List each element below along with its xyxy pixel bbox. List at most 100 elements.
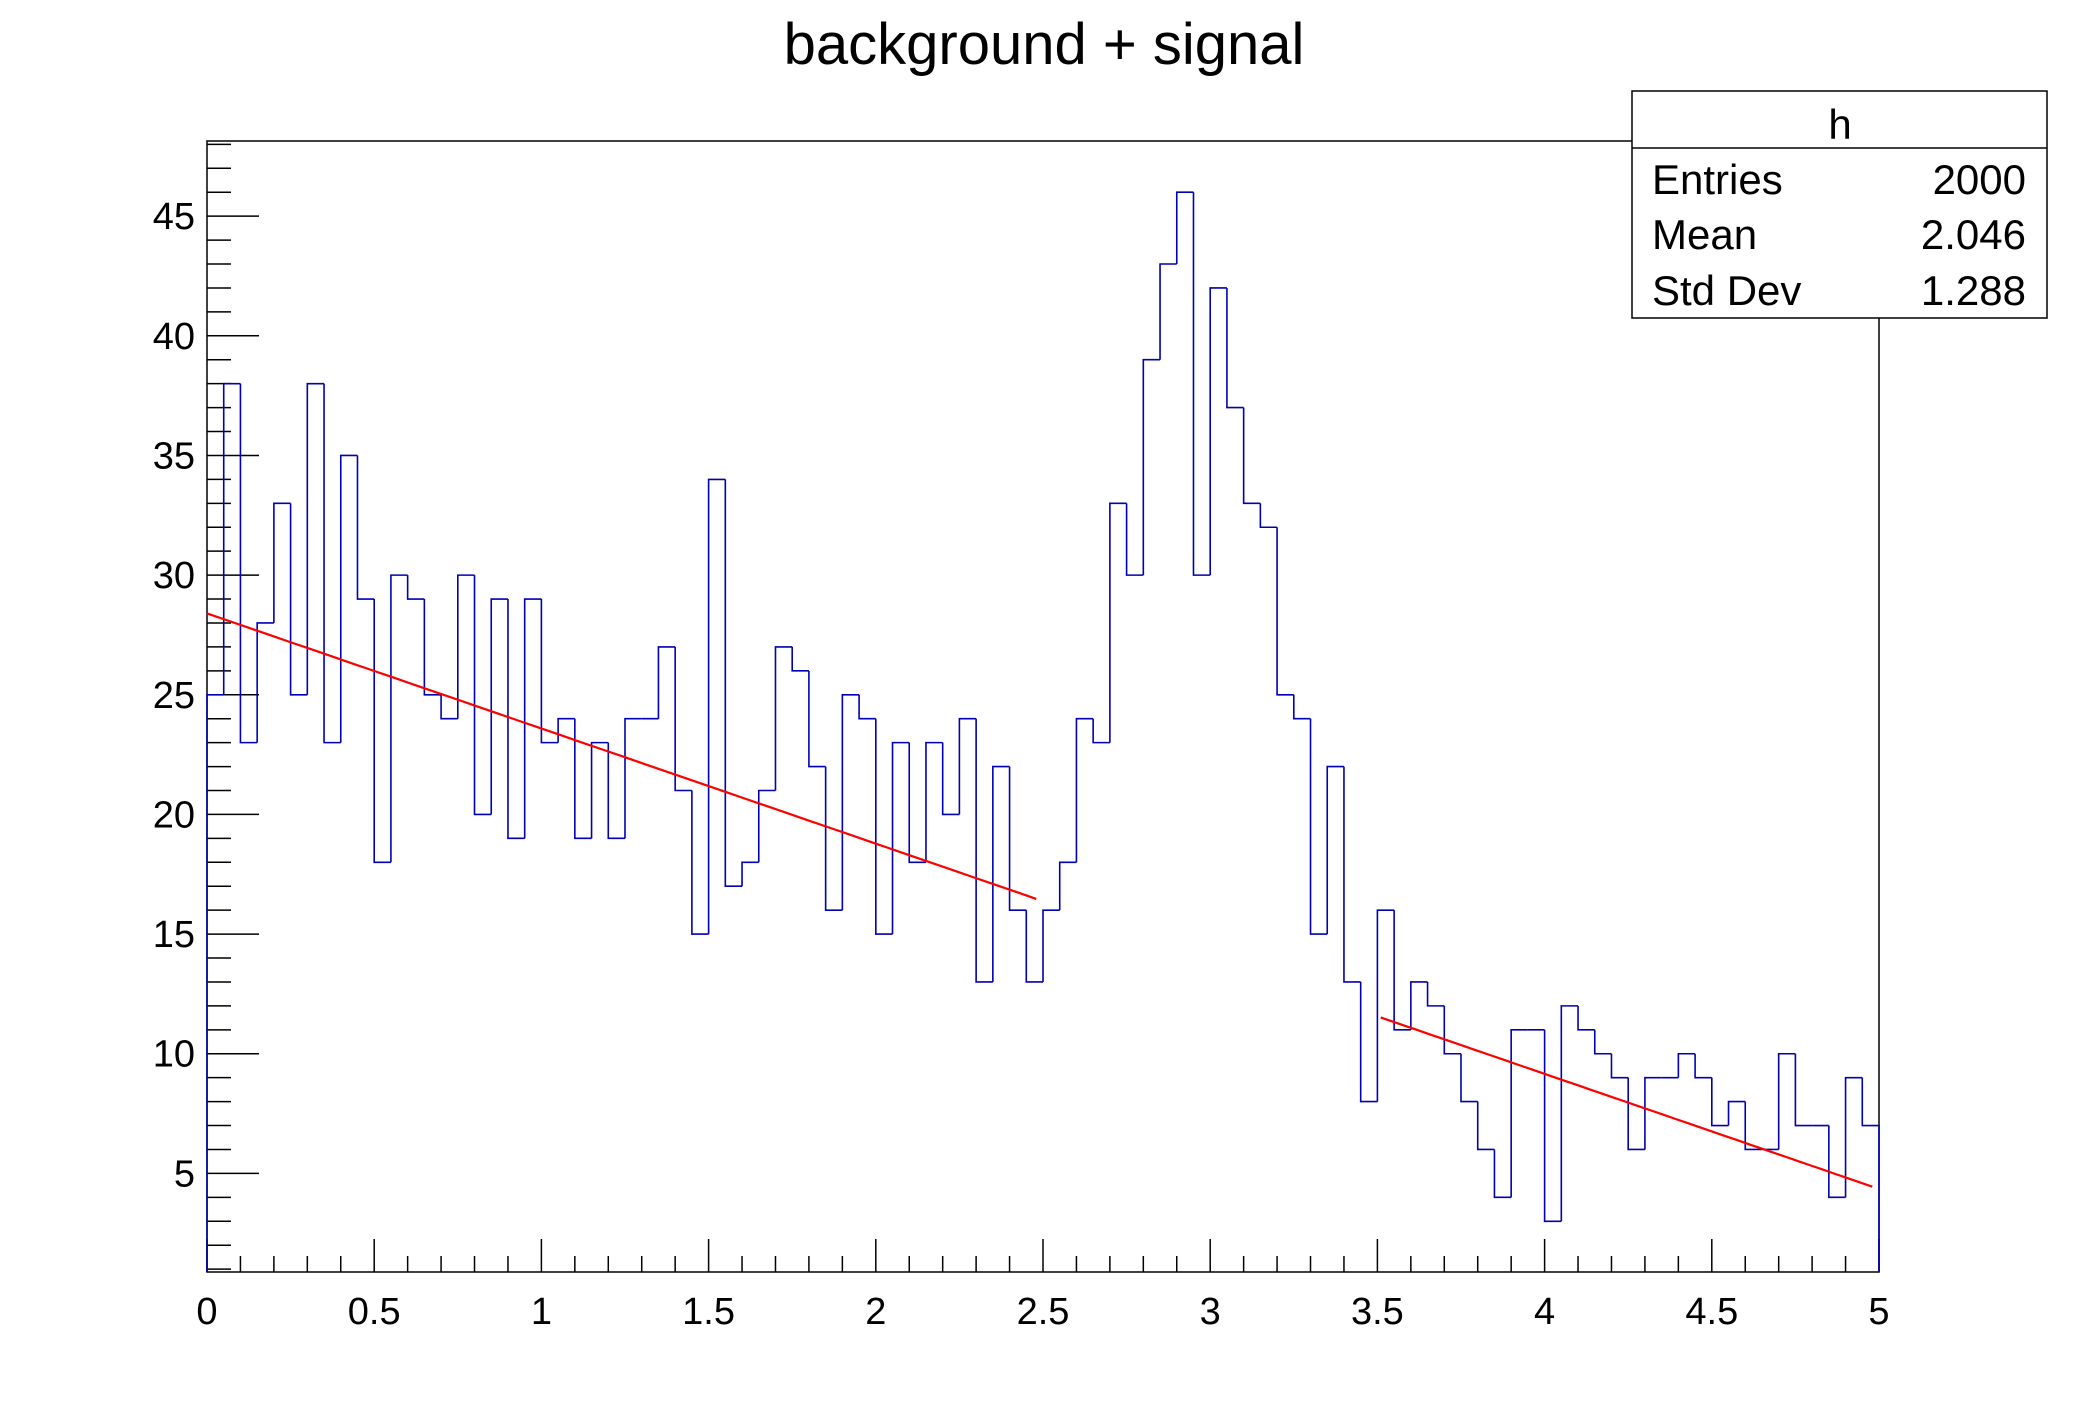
x-tick-label: 3.5 — [1351, 1291, 1404, 1333]
histogram-bin — [724, 479, 743, 888]
y-tick-label: 5 — [174, 1153, 195, 1195]
histogram-bin — [1476, 1101, 1495, 1151]
histogram-bin — [791, 646, 809, 672]
histogram-bin — [239, 383, 258, 744]
x-tick-label: 2.5 — [1017, 1291, 1070, 1333]
histogram-bin — [457, 574, 475, 719]
fit-function — [206, 612, 1873, 1188]
histogram-bin — [1410, 981, 1428, 1030]
histogram-bin — [1326, 765, 1344, 935]
histogram-bin — [1744, 1101, 1762, 1151]
histogram-bin — [1008, 766, 1027, 911]
histogram-bin — [1794, 1053, 1813, 1127]
histogram-bin — [808, 670, 826, 768]
stats-value-entries: 2000 — [1933, 156, 2026, 203]
histogram-bin — [1694, 1053, 1712, 1079]
histogram-bin — [1109, 502, 1127, 743]
histogram-bins — [206, 191, 1880, 1272]
histogram-bin — [941, 742, 960, 816]
x-tick-label: 4 — [1534, 1291, 1555, 1333]
histogram-bin — [1443, 1005, 1461, 1055]
stats-label-stddev: Std Dev — [1652, 267, 1801, 314]
fit-line-segment — [1380, 1016, 1873, 1188]
histogram-bin — [289, 503, 308, 696]
histogram-bin — [707, 478, 726, 935]
y-axis: 5 10 15 20 25 30 35 40 45 — [153, 143, 259, 1270]
histogram-bin — [574, 718, 592, 840]
histogram-bin — [958, 717, 977, 815]
histogram-bin — [390, 574, 408, 863]
histogram-bin — [1577, 1005, 1595, 1031]
histogram-bin — [540, 599, 559, 744]
y-tick-label: 10 — [153, 1034, 195, 1076]
histogram-bin — [757, 789, 776, 863]
histogram-bin — [1426, 981, 1445, 1007]
x-tick-label: 5 — [1868, 1291, 1889, 1333]
histogram-bin — [206, 693, 224, 1272]
histogram-bin — [1159, 263, 1177, 360]
y-tick-label: 30 — [153, 555, 195, 597]
histogram-bin — [925, 741, 943, 863]
histogram-bin — [657, 646, 676, 719]
histogram-bin — [1510, 1029, 1528, 1198]
histogram-bin — [1293, 694, 1311, 720]
histogram-bin — [774, 646, 793, 791]
x-tick-label: 1.5 — [682, 1291, 735, 1333]
histogram-bin — [423, 599, 442, 696]
histogram-bin — [256, 622, 274, 743]
histogram-bin — [624, 717, 642, 839]
histogram-bin — [440, 694, 458, 720]
histogram-bin — [975, 718, 993, 983]
histogram-bin — [1560, 1005, 1579, 1222]
histogram-bin — [1125, 503, 1144, 576]
histogram-bin — [858, 694, 876, 720]
histogram-bin — [1393, 910, 1411, 1031]
histogram-bin — [490, 598, 508, 815]
histogram-bin — [1025, 910, 1043, 983]
histogram-bin — [222, 382, 241, 695]
x-axis: 0 0.5 1 1.5 2 2.5 3 3.5 4 4.5 5 — [196, 1239, 1890, 1333]
histogram-bin — [1610, 1053, 1629, 1079]
histogram-bin — [1711, 1077, 1729, 1127]
x-tick-label: 2 — [865, 1291, 886, 1333]
histogram-bin — [824, 766, 843, 911]
fit-line-segment — [206, 612, 1037, 900]
stats-box: h Entries 2000 Mean 2.046 Std Dev 1.288 — [1631, 90, 2048, 319]
histogram-bin — [875, 718, 893, 935]
histogram-bin — [1376, 909, 1395, 1102]
y-tick-label: 20 — [153, 794, 195, 836]
histogram-bin — [339, 454, 358, 743]
histogram-bin — [1075, 717, 1094, 863]
histogram-bin — [691, 790, 709, 935]
stats-box-frame — [1631, 90, 2048, 319]
y-tick-label: 35 — [153, 435, 195, 477]
x-tick-label: 1 — [531, 1291, 552, 1333]
chart-title: background + signal — [784, 12, 1305, 77]
y-tick-label: 45 — [153, 196, 195, 238]
histogram-bin — [1209, 287, 1227, 576]
histogram-bin — [1593, 1029, 1612, 1055]
x-tick-label: 4.5 — [1685, 1291, 1738, 1333]
histogram-bin — [1460, 1053, 1478, 1103]
histogram-bin — [1677, 1052, 1696, 1078]
histogram-bin — [523, 598, 542, 839]
histogram-bin — [1192, 192, 1211, 576]
stats-value-mean: 2.046 — [1921, 211, 2026, 258]
histogram-bin — [1359, 981, 1378, 1103]
histogram-bin — [1343, 766, 1361, 983]
histogram-bin — [741, 861, 759, 887]
histogram-bin — [992, 765, 1010, 982]
histogram-bin — [273, 502, 291, 623]
histogram-bin — [306, 382, 325, 695]
y-tick-label: 25 — [153, 675, 195, 717]
histogram-bin — [1543, 1029, 1562, 1223]
histogram-bin — [607, 742, 625, 840]
y-tick-label: 15 — [153, 914, 195, 956]
stats-label-entries: Entries — [1652, 156, 1783, 203]
histogram-bin — [1142, 358, 1161, 576]
stats-label-mean: Mean — [1652, 211, 1757, 258]
x-tick-label: 0.5 — [348, 1291, 401, 1333]
histogram-bin — [373, 599, 391, 864]
x-tick-label: 0 — [196, 1291, 217, 1333]
stats-box-title: h — [1828, 101, 1851, 148]
